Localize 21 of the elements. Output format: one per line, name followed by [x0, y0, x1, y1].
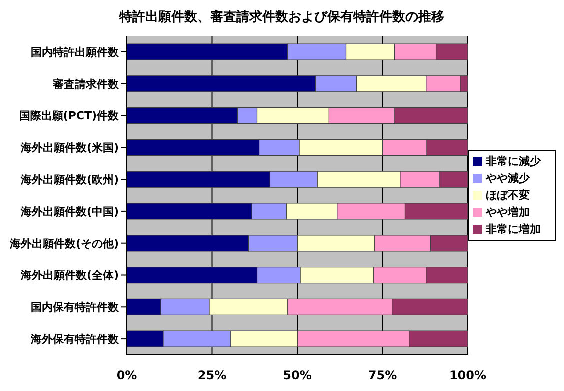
legend-label: 非常に減少 — [486, 155, 541, 168]
y-tick-label: 海外出願件数(全体) — [20, 269, 119, 282]
legend-label: やや増加 — [486, 206, 530, 219]
x-tick-label: 0% — [116, 368, 138, 383]
x-tick-label: 25% — [198, 368, 227, 383]
y-tick-label: 審査請求件数 — [52, 78, 120, 91]
y-tick-label: 海外保有特許件数 — [30, 332, 120, 346]
x-tick-label: 75% — [368, 368, 398, 383]
legend-label: やや減少 — [486, 172, 530, 185]
y-tick-label: 海外出願件数(欧州) — [20, 173, 119, 186]
y-tick-label: 海外出願件数(中国) — [20, 205, 119, 218]
y-tick-label: 海外出願件数(米国) — [20, 142, 119, 155]
y-tick-label: 海外出願件数(その他) — [8, 237, 119, 250]
y-tick-label: 国際出願(PCT)件数 — [19, 110, 120, 123]
y-tick-label: 国内特許出願件数 — [31, 46, 120, 59]
legend-label: ほぼ不変 — [486, 189, 530, 202]
x-tick-label: 50% — [283, 368, 312, 383]
chart-title: 特許出願件数、審査請求件数および保有特許件数の推移 — [118, 8, 446, 26]
legend-label: 非常に増加 — [486, 223, 541, 236]
x-tick-label: 100% — [449, 368, 487, 383]
y-tick-label: 国内保有特許件数 — [31, 301, 120, 314]
